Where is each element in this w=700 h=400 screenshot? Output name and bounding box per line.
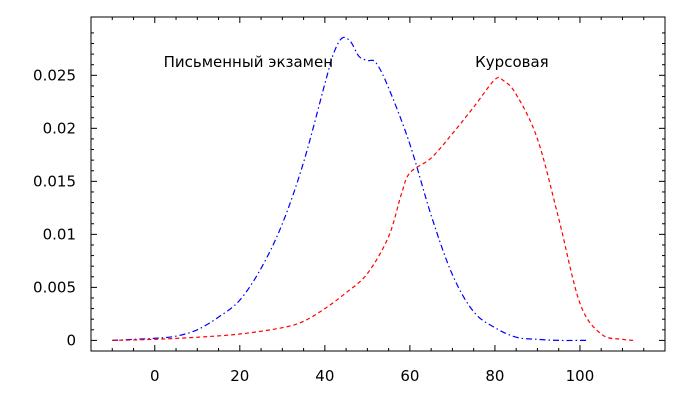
- plot-frame: [90, 16, 666, 352]
- series-annotation-1: Письменный экзамен: [164, 53, 333, 71]
- y-tick-label: 0.005: [33, 278, 76, 296]
- x-tick-label: 40: [315, 367, 334, 385]
- y-tick-label: 0: [66, 331, 76, 349]
- x-tick-label: 100: [566, 367, 595, 385]
- y-tick-labels: 0 0.005 0.01 0.015 0.02 0.025: [33, 66, 76, 349]
- series-annotation-2: Курсовая: [475, 53, 549, 71]
- y-tick-label: 0.015: [33, 172, 76, 190]
- x-tick-label: 80: [485, 367, 504, 385]
- series-line-1: [112, 36, 589, 342]
- y-tick-label: 0.02: [43, 119, 76, 137]
- y-tick-label: 0.01: [43, 225, 76, 243]
- y-tick-label: 0.025: [33, 66, 76, 84]
- x-tick-label: 0: [150, 367, 160, 385]
- axis-ticks: [91, 17, 665, 351]
- series-line-2: [112, 76, 636, 341]
- series-lines: [112, 36, 636, 342]
- x-tick-label: 20: [230, 367, 249, 385]
- series-annotations: Письменный экзамен Курсовая: [164, 53, 549, 71]
- x-tick-labels: 0 20 40 60 80 100: [150, 367, 594, 385]
- x-tick-label: 60: [400, 367, 419, 385]
